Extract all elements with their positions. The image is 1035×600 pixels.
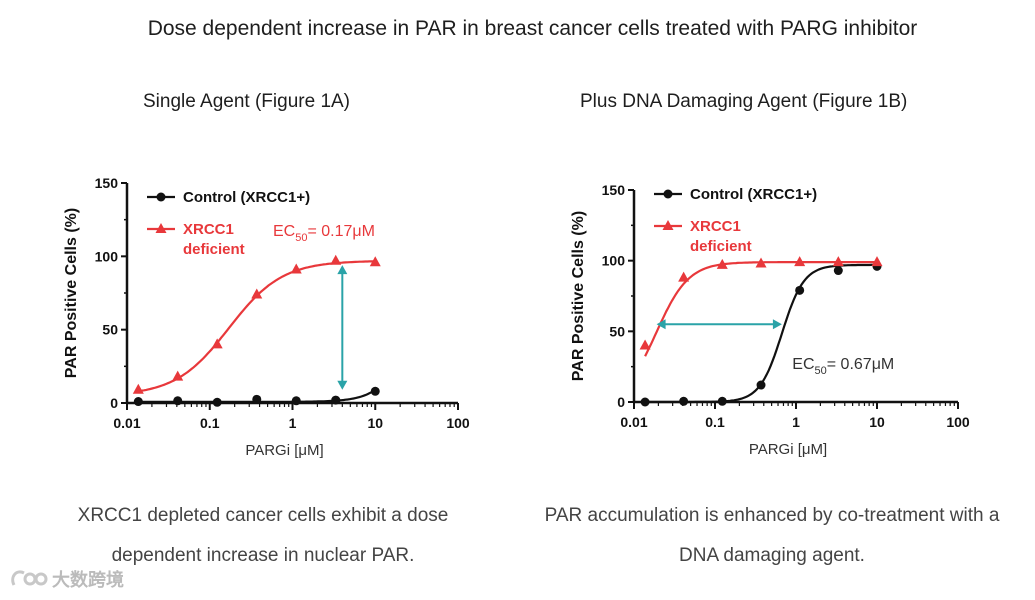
chart2-series2-fit-line <box>644 261 877 357</box>
chart2-series2-point <box>871 256 883 267</box>
chart1-series2-point <box>132 383 144 394</box>
panel-b-title: Plus DNA Damaging Agent (Figure 1B) <box>580 91 908 112</box>
chart1-y-tick-label: 150 <box>95 175 119 191</box>
watermark-logo-icon <box>11 570 48 586</box>
chart2-arrow-head <box>772 319 782 330</box>
chart2-series1-point <box>679 396 689 406</box>
chart1-series1-point <box>370 386 380 396</box>
chart1-x-tick-label: 100 <box>446 415 470 431</box>
chart1-x-tick-label: 0.01 <box>113 415 140 431</box>
chart1-series1-point <box>212 397 222 407</box>
chart2-legend-label: XRCC1 <box>690 218 741 235</box>
chart1-series2-fit-line <box>138 260 376 393</box>
chart2-legend-marker <box>662 220 674 230</box>
panel-a-title: Single Agent (Figure 1A) <box>143 91 351 112</box>
chart2-series1-point <box>833 266 843 276</box>
chart1-y-tick-label: 100 <box>95 248 119 264</box>
chart2-x-tick-label: 100 <box>946 414 970 430</box>
chart1-legend-label: Control (XRCC1+) <box>183 189 310 206</box>
chart1-x-axis-label: PARGi [μM] <box>245 442 323 459</box>
panel-b-caption: PAR accumulation is enhanced by co-treat… <box>544 505 1000 566</box>
chart1-series1-point <box>252 394 262 404</box>
watermark: 大数跨境 <box>8 566 124 592</box>
chart1-x-tick-label: 1 <box>289 415 297 431</box>
chart2-x-tick-label: 0.1 <box>705 414 725 430</box>
chart2-y-tick-label: 150 <box>602 182 626 198</box>
chart1-series1-point <box>291 396 301 406</box>
chart1-series2-point <box>211 338 223 349</box>
chart2-series2-point <box>716 258 728 269</box>
chart2-x-axis-label: PARGi [μM] <box>749 441 827 458</box>
chart1-arrow-head <box>337 265 348 275</box>
chart2-arrow-head <box>656 319 666 330</box>
chart1-legend-label: XRCC1 <box>183 221 234 238</box>
chart1-series2-point <box>290 263 302 274</box>
chart2-series1-point <box>756 380 766 390</box>
chart2-x-tick-label: 10 <box>869 414 885 430</box>
chart2-y-axis-label: PAR Positive Cells (%) <box>570 211 587 381</box>
chart1-series1-point <box>133 397 143 407</box>
chart2-series2-point <box>794 256 806 267</box>
chart2-y-tick-label: 100 <box>602 253 626 269</box>
page-title: Dose dependent increase in PAR in breast… <box>147 17 918 40</box>
chart2-y-tick-label: 50 <box>609 323 625 339</box>
chart2-y-tick-label: 0 <box>617 394 625 410</box>
chart1-series2-point <box>251 288 263 299</box>
chart1-y-tick-label: 50 <box>102 322 118 338</box>
chart2-legend-marker <box>663 189 673 199</box>
chart2-series1-point <box>717 396 727 406</box>
chart1-legend-marker <box>155 223 167 233</box>
chart1-series2-point <box>172 370 184 381</box>
chart1-series1-point <box>173 396 183 406</box>
watermark-text: 大数跨境 <box>52 570 124 590</box>
chart2-x-tick-label: 0.01 <box>620 414 647 430</box>
panel-a-caption: XRCC1 depleted cancer cells exhibit a do… <box>77 505 449 566</box>
chart1-arrow-head <box>337 380 348 390</box>
chart1-y-axis-label: PAR Positive Cells (%) <box>63 208 80 378</box>
chart2-series2-point <box>755 257 767 268</box>
chart2-series2-point <box>678 271 690 282</box>
chart1-series1-point <box>331 395 341 405</box>
chart1-x-tick-label: 0.1 <box>200 415 220 431</box>
chart2-series1-point <box>795 285 805 295</box>
chart1-legend-marker <box>156 192 166 202</box>
chart2-series2-point <box>832 256 844 267</box>
chart1-x-tick-label: 10 <box>367 415 383 431</box>
chart1-y-tick-label: 0 <box>110 395 118 411</box>
chart2-series1-point <box>640 397 650 407</box>
chart2-legend-label: deficient <box>690 238 752 255</box>
chart2-series2-point <box>639 339 651 350</box>
chart2-ec50-label: EC50= 0.67μM <box>792 356 894 377</box>
chart2-legend-label: Control (XRCC1+) <box>690 186 817 203</box>
chart1-series2-point <box>369 256 381 267</box>
chart1-ec50-label: EC50= 0.17μM <box>273 223 375 244</box>
chart1-series2-point <box>330 254 342 265</box>
chart2-x-tick-label: 1 <box>792 414 800 430</box>
chart1-legend-label: deficient <box>183 241 245 258</box>
